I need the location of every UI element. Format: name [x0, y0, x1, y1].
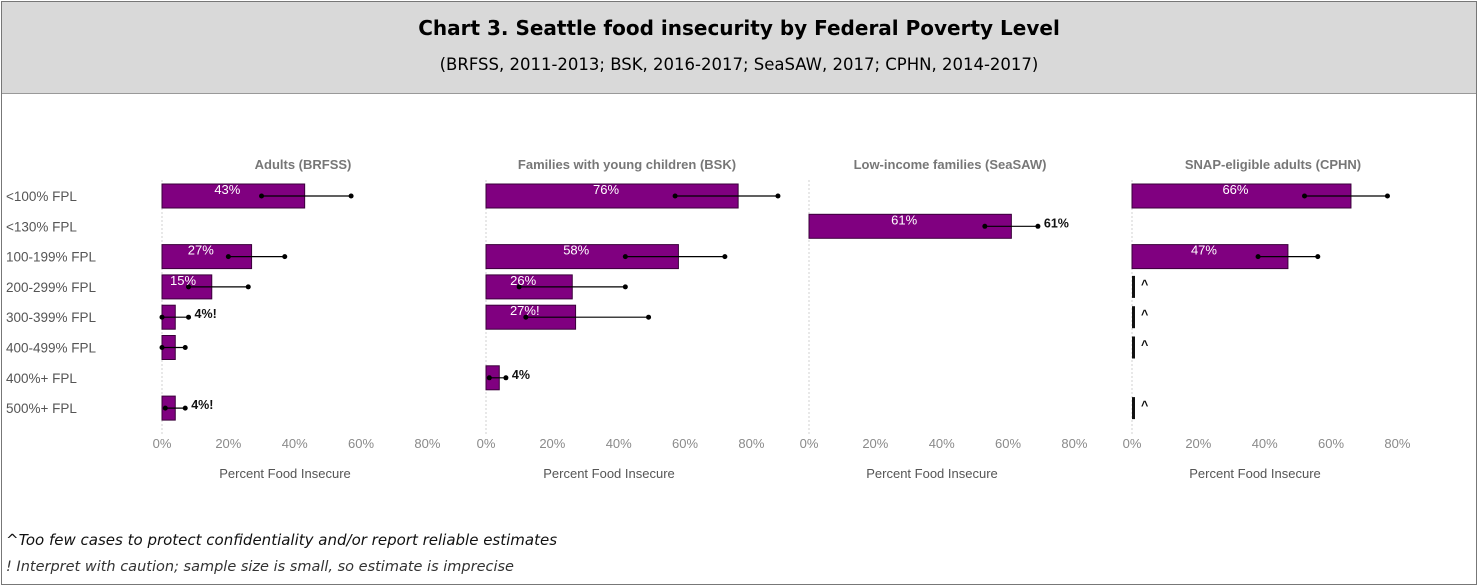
ci-low-point	[1302, 193, 1308, 199]
x-tick-label: 0%	[477, 436, 496, 451]
ci-low-point	[672, 193, 678, 199]
ci-low-point	[1255, 254, 1261, 260]
ci-high-point	[186, 314, 192, 320]
x-axis-label: Percent Food Insecure	[219, 466, 351, 481]
bar-value-label: 15%	[170, 273, 196, 288]
bar-value-label: 61%	[891, 212, 917, 227]
ci-low-point	[159, 314, 165, 320]
x-tick-label: 0%	[1123, 436, 1142, 451]
footnote-caret: ^Too few cases to protect confidentialit…	[6, 531, 558, 549]
x-tick-label: 40%	[282, 436, 308, 451]
bar-value-label: 76%	[593, 182, 619, 197]
ci-low-point	[225, 254, 231, 260]
ci-low-point	[622, 254, 628, 260]
bar-value-label: 47%	[1191, 243, 1217, 258]
ci-high-point	[182, 405, 188, 411]
bar-value-label: 27%!	[510, 303, 540, 318]
x-tick-label: 80%	[1061, 436, 1087, 451]
panel-title: SNAP-eligible adults (CPHN)	[1185, 157, 1361, 172]
ci-low-point	[159, 345, 165, 350]
suppressed-bar	[1132, 275, 1135, 298]
row-label: 400%+ FPL	[6, 371, 77, 386]
x-tick-label: 0%	[800, 436, 819, 451]
x-tick-label: 80%	[1384, 436, 1410, 451]
suppressed-label: ^	[1141, 308, 1149, 322]
bar-value-label: 43%	[214, 182, 240, 197]
suppressed-bar	[1132, 397, 1135, 420]
suppressed-bar	[1132, 336, 1135, 359]
panel-title: Low-income families (SeaSAW)	[854, 157, 1047, 172]
x-tick-label: 60%	[348, 436, 374, 451]
chart-header: Chart 3. Seattle food insecurity by Fede…	[2, 2, 1476, 94]
x-tick-label: 80%	[414, 436, 440, 451]
panel-title: Families with young children (BSK)	[518, 157, 736, 172]
bar-value-label: 27%	[188, 243, 214, 258]
ci-high-point	[722, 254, 728, 260]
x-tick-label: 60%	[672, 436, 698, 451]
bar-value-label: 4%!	[195, 307, 217, 321]
bar	[808, 213, 1012, 239]
ci-high-point	[348, 193, 354, 199]
x-tick-label: 20%	[1185, 436, 1211, 451]
suppressed-label: ^	[1141, 399, 1149, 413]
suppressed-label: ^	[1141, 339, 1149, 353]
row-label: 400-499% FPL	[6, 341, 97, 356]
x-axis-label: Percent Food Insecure	[543, 466, 675, 481]
suppressed-label: ^	[1141, 278, 1149, 292]
ci-low-point	[516, 284, 522, 290]
ci-low-point	[486, 375, 492, 381]
ci-low-point	[982, 223, 988, 229]
ci-low-point	[523, 314, 529, 320]
ci-high-point	[1315, 254, 1321, 260]
x-tick-label: 60%	[995, 436, 1021, 451]
ci-high-point	[622, 284, 628, 290]
row-label: 500%+ FPL	[6, 401, 77, 416]
x-tick-label: 60%	[1318, 436, 1344, 451]
ci-low-point	[162, 405, 168, 411]
panel-title: Adults (BRFSS)	[255, 157, 352, 172]
row-label: <100% FPL	[6, 189, 77, 204]
row-label: <130% FPL	[6, 219, 77, 234]
x-tick-label: 40%	[929, 436, 955, 451]
row-label: 100-199% FPL	[6, 250, 97, 265]
x-axis-label: Percent Food Insecure	[1189, 466, 1321, 481]
chart-title: Chart 3. Seattle food insecurity by Fede…	[418, 16, 1060, 40]
x-tick-label: 80%	[738, 436, 764, 451]
ci-low-point	[186, 284, 192, 290]
x-tick-label: 0%	[153, 436, 172, 451]
x-tick-label: 20%	[215, 436, 241, 451]
footnote-caution: ! Interpret with caution; sample size is…	[6, 559, 514, 575]
x-tick-label: 40%	[1252, 436, 1278, 451]
ci-low-point	[259, 193, 265, 199]
ci-high-point	[282, 254, 288, 260]
chart-subtitle: (BRFSS, 2011-2013; BSK, 2016-2017; SeaSA…	[439, 55, 1039, 74]
bar-value-label: 4%	[512, 368, 530, 382]
ci-high-point	[182, 345, 188, 350]
x-tick-label: 20%	[539, 436, 565, 451]
x-tick-label: 40%	[606, 436, 632, 451]
suppressed-bar	[1132, 306, 1135, 329]
row-label: 200-299% FPL	[6, 280, 97, 295]
ci-high-point	[503, 375, 509, 381]
bar-value-label: 58%	[563, 243, 589, 258]
x-axis-label: Percent Food Insecure	[866, 466, 998, 481]
ci-high-point	[1384, 193, 1390, 199]
ci-high-point	[245, 284, 251, 290]
ci-high-point	[1035, 223, 1041, 229]
row-label: 300-399% FPL	[6, 310, 97, 325]
bar-value-label: 66%	[1222, 182, 1248, 197]
x-tick-label: 20%	[862, 436, 888, 451]
bar-value-label: 4%!	[191, 398, 213, 412]
bar-value-label: 26%	[510, 273, 536, 288]
ci-high-point	[775, 193, 781, 199]
bar-outside-label: 61%	[1044, 216, 1069, 230]
ci-high-point	[646, 314, 652, 320]
